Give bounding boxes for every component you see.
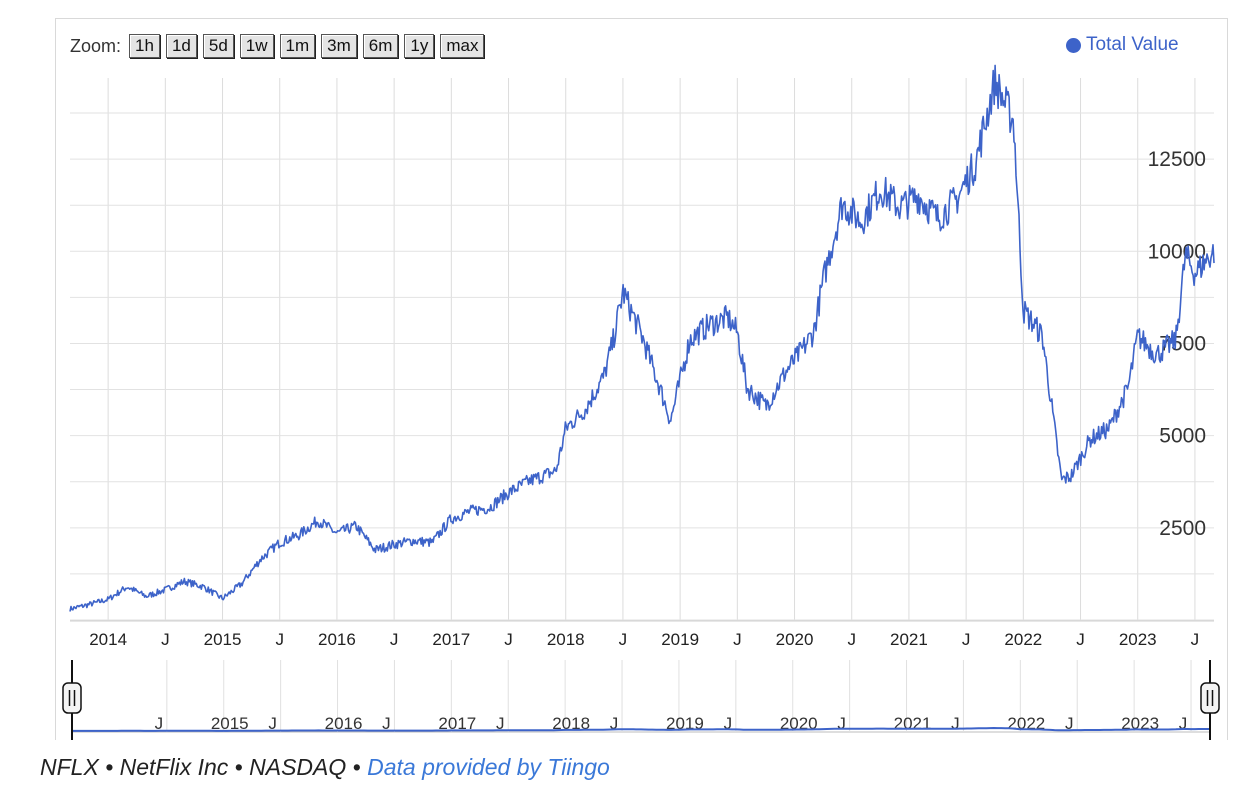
zoom-max-button[interactable]: max <box>440 34 485 58</box>
footer-caption: NFLX • NetFlix Inc • NASDAQ • Data provi… <box>40 754 610 781</box>
navigator-tick-label: J <box>951 714 960 733</box>
zoom-1w-button[interactable]: 1w <box>239 34 274 58</box>
navigator-tick-label: J <box>496 714 505 733</box>
y-tick-label: 5000 <box>1159 425 1206 448</box>
navigator-tick-label: J <box>610 714 619 733</box>
x-tick-label: 2020 <box>776 630 814 649</box>
navigator-series-line <box>72 726 1210 732</box>
navigator-tick-label: 2016 <box>325 714 363 733</box>
navigator-tick-label: 2018 <box>552 714 590 733</box>
series-line-total-value <box>69 64 1215 612</box>
zoom-1d-button[interactable]: 1d <box>165 34 197 58</box>
footer-symbol: NFLX <box>40 754 99 780</box>
x-tick-label: J <box>275 630 284 649</box>
x-tick-label: 2023 <box>1119 630 1157 649</box>
y-tick-label: 10000 <box>1148 240 1206 263</box>
chart-frame <box>55 18 1228 740</box>
zoom-bar: Zoom: 1h 1d 5d 1w 1m 3m 6m 1y max <box>70 34 485 58</box>
x-tick-label: 2019 <box>661 630 699 649</box>
footer-separator: • <box>105 754 114 780</box>
zoom-1m-button[interactable]: 1m <box>279 34 316 58</box>
x-tick-label: J <box>504 630 513 649</box>
x-tick-label: 2014 <box>89 630 127 649</box>
navigator-tick-label: J <box>724 714 733 733</box>
x-tick-label: 2016 <box>318 630 356 649</box>
x-tick-label: J <box>1076 630 1085 649</box>
x-tick-label: 2022 <box>1004 630 1042 649</box>
data-source-link[interactable]: Data provided by Tiingo <box>367 754 610 780</box>
x-tick-label: 2018 <box>547 630 585 649</box>
zoom-5d-button[interactable]: 5d <box>202 34 234 58</box>
navigator-tick-label: 2017 <box>438 714 476 733</box>
x-tick-label: J <box>619 630 628 649</box>
navigator-tick-label: J <box>1065 714 1074 733</box>
zoom-6m-button[interactable]: 6m <box>362 34 399 58</box>
navigator-tick-label: J <box>382 714 391 733</box>
navigator-tick-label: J <box>155 714 164 733</box>
legend-label: Total Value <box>1086 34 1179 55</box>
y-tick-label: 12500 <box>1148 148 1206 171</box>
x-tick-label: J <box>161 630 170 649</box>
x-tick-label: 2021 <box>890 630 928 649</box>
zoom-label: Zoom: <box>70 35 122 56</box>
navigator-tick-label: J <box>837 714 846 733</box>
legend-item-total-value[interactable]: Total Value <box>1066 34 1179 56</box>
x-tick-label: J <box>847 630 856 649</box>
navigator-tick-label: 2015 <box>211 714 249 733</box>
navigator-tick-label: 2023 <box>1121 714 1159 733</box>
zoom-1h-button[interactable]: 1h <box>129 34 160 58</box>
zoom-3m-button[interactable]: 3m <box>321 34 357 58</box>
navigator-right-handle[interactable] <box>1200 682 1220 714</box>
footer-exchange: NASDAQ <box>249 754 347 780</box>
x-tick-label: J <box>390 630 399 649</box>
zoom-1y-button[interactable]: 1y <box>404 34 435 58</box>
navigator-left-handle[interactable] <box>62 682 82 714</box>
x-tick-label: J <box>962 630 971 649</box>
navigator-tick-label: 2020 <box>780 714 818 733</box>
x-tick-label: 2017 <box>432 630 470 649</box>
navigator-tick-label: J <box>268 714 277 733</box>
footer-company: NetFlix Inc <box>119 754 229 780</box>
legend-marker-icon <box>1066 37 1081 53</box>
footer-separator: • <box>234 754 243 780</box>
navigator-tick-label: 2019 <box>666 714 704 733</box>
x-tick-label: 2015 <box>204 630 242 649</box>
navigator-tick-label: J <box>1179 714 1188 733</box>
footer-separator: • <box>352 754 361 780</box>
y-tick-label: 2500 <box>1159 517 1206 540</box>
x-tick-label: J <box>1191 630 1200 649</box>
navigator-tick-label: 2021 <box>894 714 932 733</box>
x-tick-label: J <box>733 630 742 649</box>
